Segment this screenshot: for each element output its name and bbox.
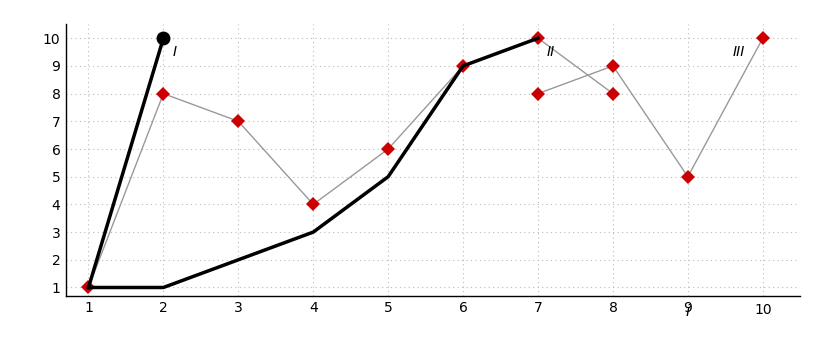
Text: I: I	[172, 45, 177, 59]
Text: II: II	[547, 45, 555, 59]
Text: 10: 10	[754, 303, 771, 317]
Text: III: III	[733, 45, 745, 59]
Text: $i$: $i$	[685, 303, 691, 319]
